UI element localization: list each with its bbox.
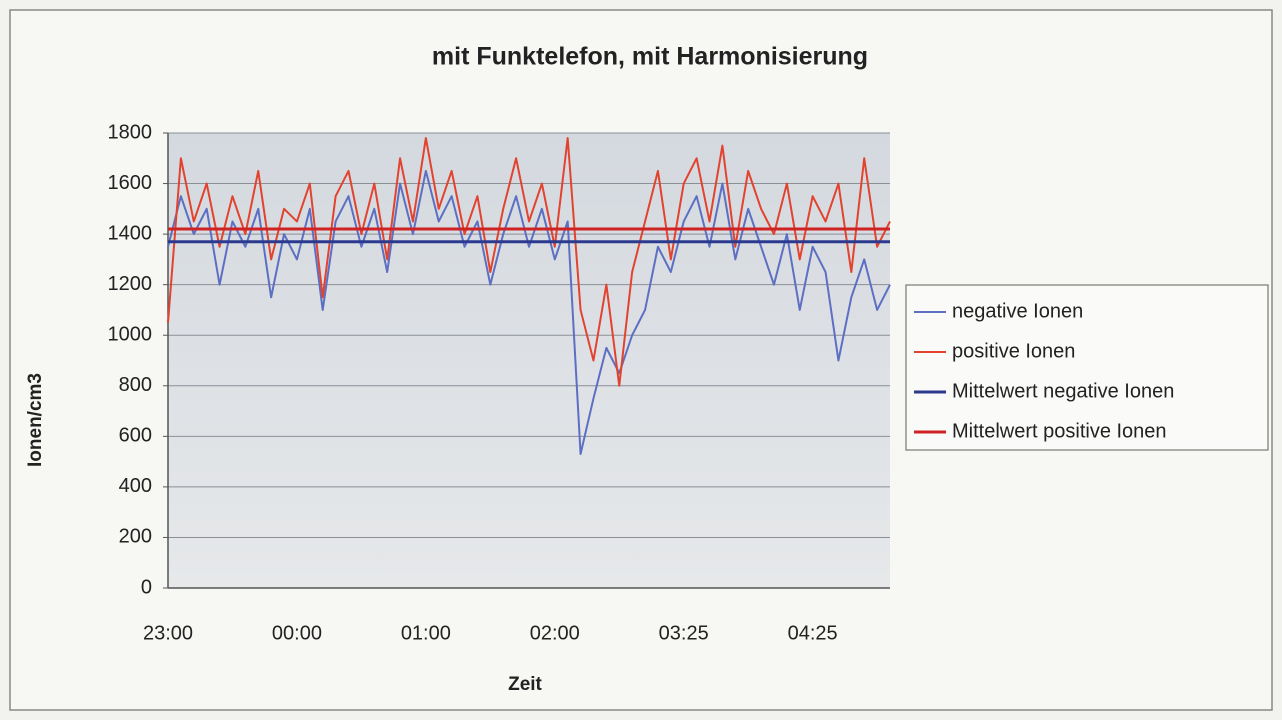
x-tick-label: 23:00	[143, 622, 193, 644]
y-tick-label: 800	[119, 374, 152, 396]
y-tick-label: 1200	[108, 273, 153, 295]
y-axis-label: Ionen/cm3	[25, 373, 46, 467]
plot-area	[168, 133, 890, 588]
legend-label: negative Ionen	[952, 300, 1083, 322]
legend-label: positive Ionen	[952, 340, 1075, 362]
x-axis-label: Zeit	[508, 674, 542, 695]
x-tick-label: 02:00	[530, 622, 580, 644]
y-tick-label: 1400	[108, 222, 153, 244]
chart-title: mit Funktelefon, mit Harmonisierung	[432, 43, 868, 71]
y-tick-label: 0	[141, 576, 152, 598]
x-tick-label: 00:00	[272, 622, 322, 644]
legend-label: Mittelwert negative Ionen	[952, 380, 1174, 402]
y-tick-label: 1800	[108, 121, 153, 143]
x-tick-label: 03:25	[659, 622, 709, 644]
y-tick-label: 200	[119, 526, 152, 548]
y-tick-label: 400	[119, 475, 152, 497]
legend-box	[905, 284, 1269, 451]
y-tick-label: 600	[119, 425, 152, 447]
legend-label: Mittelwert positive Ionen	[952, 420, 1167, 442]
series-line	[167, 137, 891, 387]
x-tick-label: 01:00	[401, 622, 451, 644]
y-tick-label: 1000	[108, 324, 153, 346]
x-tick-label: 04:25	[788, 622, 838, 644]
y-tick-label: 1600	[108, 172, 153, 194]
